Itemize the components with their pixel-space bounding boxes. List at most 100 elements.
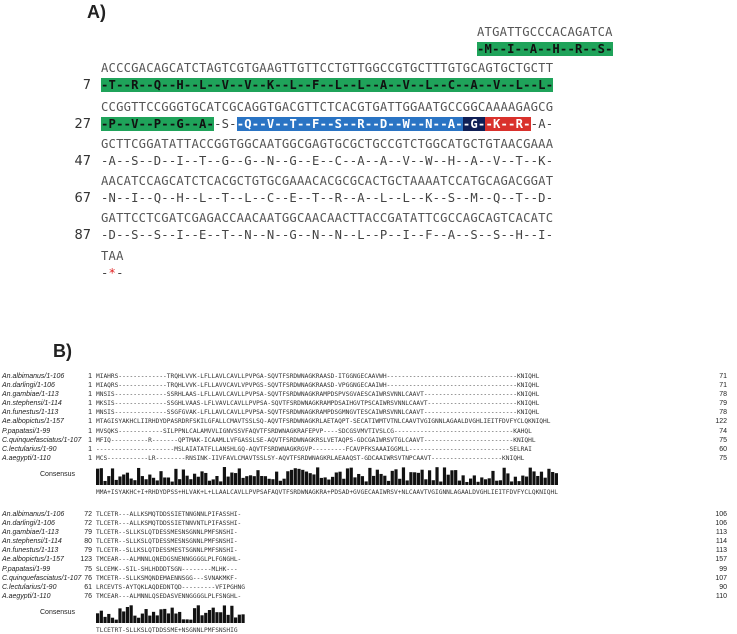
logo-bar bbox=[166, 477, 171, 485]
consensus-sequence: MMA+ISYAKHC+I+RHDYDPSS+HLVAK+L+LLAALCAVL… bbox=[96, 489, 558, 496]
aligned-sequence-row: MIAQRS-------------TRQHLVVK-LFLLAVVCAVLV… bbox=[96, 382, 540, 390]
logo-bar bbox=[513, 476, 517, 485]
logo-bar bbox=[386, 480, 391, 485]
species-name: A.aegypti/1-110 bbox=[2, 592, 51, 600]
logo-bar bbox=[245, 476, 249, 485]
amino-acid-translation-line: -*- bbox=[101, 266, 124, 280]
logo-bar bbox=[163, 608, 167, 623]
logo-bar bbox=[465, 481, 469, 485]
end-position: 122 bbox=[715, 418, 727, 426]
dna-sequence-line: AACATCCAGCATCTCACGCTGTGCGAAACACGCGCACTGC… bbox=[101, 174, 554, 188]
aa-segment-green: -T--R--Q--H--L--V--V--K--L--F--L--L--A--… bbox=[101, 78, 554, 92]
start-position: 1 bbox=[88, 400, 92, 408]
aligned-sequence-row: MVSQKS------------SILPPNLCALAMVVLIGNVSSV… bbox=[96, 427, 532, 435]
species-name: Ae.albopictus/1-157 bbox=[2, 418, 64, 426]
logo-bar bbox=[219, 481, 223, 485]
logo-bar bbox=[107, 476, 111, 485]
logo-bar bbox=[275, 471, 279, 485]
end-position: 114 bbox=[715, 538, 727, 546]
logo-bar bbox=[383, 475, 387, 485]
consensus-logo-block-1 bbox=[96, 467, 558, 485]
logo-bar bbox=[390, 470, 394, 485]
start-position: 1 bbox=[88, 427, 92, 435]
species-name: An.stephensi/1-114 bbox=[2, 538, 62, 546]
logo-bar bbox=[248, 475, 253, 485]
start-position: 1 bbox=[88, 436, 92, 444]
dna-sequence-line: GATTCCTCGATCGAGACCAACAATGGCAACAACTTACCGA… bbox=[101, 211, 554, 225]
aligned-sequence-row: ---------------------MSLAIATATFLLANSHLGQ… bbox=[96, 445, 532, 453]
logo-bar bbox=[118, 608, 122, 623]
end-position: 75 bbox=[719, 454, 727, 462]
logo-bar bbox=[528, 467, 532, 485]
start-position: 1 bbox=[88, 418, 92, 426]
logo-bar bbox=[409, 472, 413, 485]
species-name: A.aegypti/1-110 bbox=[2, 454, 51, 462]
logo-bar bbox=[222, 467, 227, 485]
logo-bar bbox=[222, 605, 227, 623]
amino-acid-translation-line: -P--V--P--G--A--S--Q--V--T--F--S--R--D--… bbox=[101, 117, 553, 131]
start-position: 72 bbox=[84, 520, 92, 528]
logo-bar bbox=[107, 613, 111, 623]
aa-segment-plain: -S- bbox=[214, 117, 237, 131]
logo-bar bbox=[215, 612, 219, 623]
logo-bar bbox=[394, 469, 398, 485]
species-name: An.albimanus/1-106 bbox=[2, 511, 65, 518]
logo-bar bbox=[368, 467, 372, 485]
logo-bar bbox=[536, 475, 540, 485]
aligned-sequence-row: MFIQ----------R-------QPTMAK-ICAAMLLVFGA… bbox=[96, 436, 536, 444]
logo-bar bbox=[207, 480, 212, 485]
species-name-list: An.albimanus/1-106 An.darlingi/1-106 An.ga… bbox=[2, 510, 81, 601]
end-position: 78 bbox=[719, 409, 727, 417]
logo-bar bbox=[442, 467, 447, 485]
logo-bar bbox=[219, 612, 223, 623]
logo-bar bbox=[316, 467, 320, 485]
consensus-logo-block-2 bbox=[96, 605, 245, 623]
logo-bar bbox=[282, 478, 286, 485]
start-position: 1 bbox=[88, 382, 92, 390]
species-name: An.darlingi/1-106 bbox=[2, 520, 55, 528]
logo-bar bbox=[211, 607, 215, 623]
dna-sequence-line: GCTTCGGATATTACCGGTGGCAATGGCGAGTGCGCTGCCG… bbox=[101, 137, 554, 151]
logo-bar bbox=[159, 609, 163, 623]
logo-bar bbox=[364, 481, 368, 485]
end-position: 113 bbox=[715, 547, 727, 555]
logo-bar bbox=[427, 470, 432, 485]
logo-bar bbox=[457, 480, 462, 485]
aligned-sequence-row: MNSIS--------------SSRHLAAS-LFLLAVLCAVLL… bbox=[96, 391, 540, 399]
logo-bar bbox=[155, 615, 159, 623]
panel-a-label: A) bbox=[87, 2, 106, 22]
logo-bar bbox=[122, 474, 126, 485]
logo-bar bbox=[547, 468, 551, 485]
start-position: 79 bbox=[84, 547, 92, 555]
amino-acid-translation-line: -A--S--D--I--T--G--G--N--G--E--C--A--A--… bbox=[101, 154, 553, 168]
end-position: 110 bbox=[715, 592, 727, 600]
logo-bar bbox=[517, 481, 521, 485]
logo-bar bbox=[144, 609, 148, 623]
logo-bar bbox=[360, 476, 365, 485]
logo-bar bbox=[110, 468, 115, 485]
consensus-label: Consensus bbox=[40, 471, 76, 478]
logo-bar bbox=[252, 476, 256, 485]
aa-segment-green: -M--I--A--H--R--S- bbox=[477, 42, 613, 56]
logo-bar bbox=[196, 476, 200, 485]
aa-segment-plain: - bbox=[116, 266, 124, 280]
logo-bar bbox=[472, 475, 476, 485]
end-position: 106 bbox=[715, 511, 727, 518]
start-position: 80 bbox=[84, 538, 92, 546]
species-name-list: An.albimanus/1-106 An.darlingi/1-106 An.ga… bbox=[2, 372, 81, 463]
aligned-sequence-row: TLCETR--SLLKSLQTDESSMESNSGNNLPMFSNSHI- bbox=[96, 538, 238, 546]
logo-bar bbox=[99, 610, 103, 623]
logo-bar bbox=[539, 471, 544, 485]
logo-bar bbox=[271, 479, 275, 485]
residue-number: 67 bbox=[74, 191, 91, 206]
logo-bar bbox=[114, 619, 118, 623]
aligned-sequence-row: TMCETR--SLLKSMQNDEMAENNSGG---SVNAKMKF- bbox=[96, 574, 238, 582]
logo-bar bbox=[133, 480, 137, 485]
species-name: An.funestus/1-113 bbox=[2, 409, 59, 417]
logo-bar bbox=[524, 476, 529, 485]
logo-bar bbox=[200, 471, 204, 485]
logo-bar bbox=[137, 467, 141, 485]
logo-bar bbox=[189, 619, 193, 623]
aligned-sequence-row: SLCEMK--SIL-SHLHDDDTSGN--------MLHK--- bbox=[96, 565, 238, 573]
logo-bar bbox=[379, 473, 383, 485]
